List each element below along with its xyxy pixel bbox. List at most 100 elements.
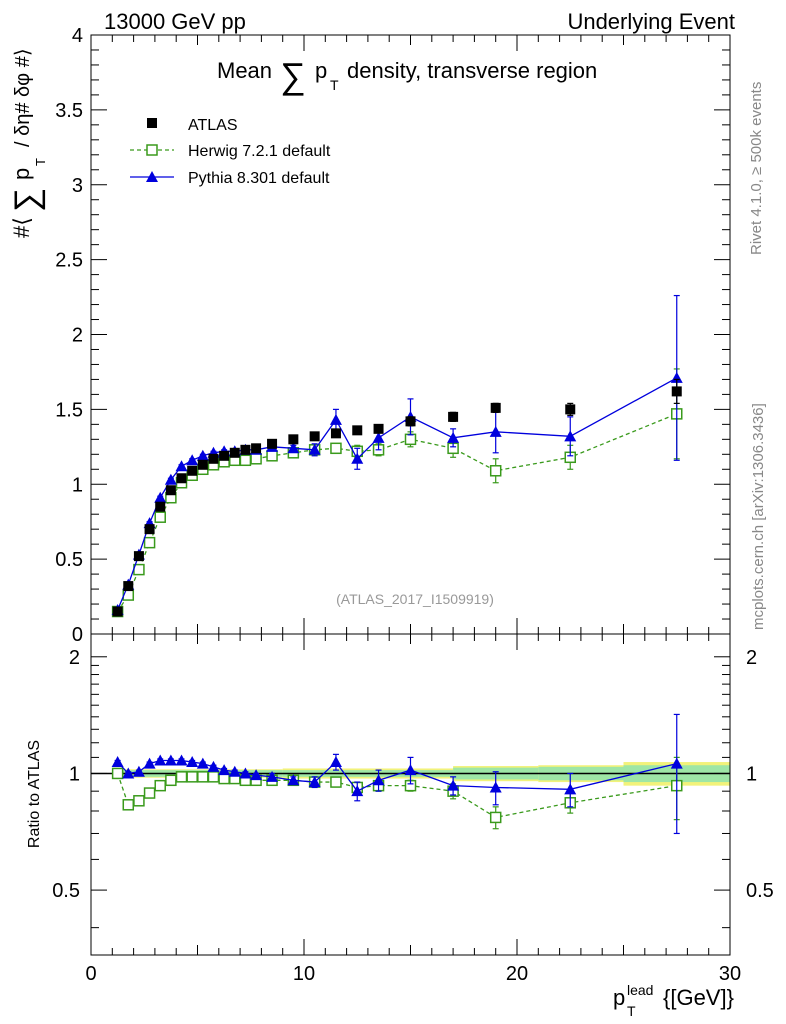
ratio-ylabel: Ratio to ATLAS xyxy=(26,740,43,848)
ratio-herwig-point xyxy=(330,776,342,788)
ratio-herwig-point xyxy=(122,799,135,811)
xlabel-unit: {[GeV]} xyxy=(663,985,734,1010)
ratio-axes: 0.5 0.51 12 20 10 20 30 xyxy=(52,634,774,985)
ratio-herwig-point xyxy=(489,811,502,824)
pythia-point xyxy=(186,454,199,466)
atlas-point xyxy=(671,386,682,397)
ylabel-sub: T xyxy=(33,158,48,166)
ratio-pythia-point xyxy=(287,774,300,786)
header-left: 13000 GeV pp xyxy=(104,9,246,34)
ratio-pythia-point xyxy=(372,774,385,786)
ratio-pythia-point xyxy=(329,756,342,768)
legend-label-herwig: Herwig 7.2.1 default xyxy=(188,143,331,160)
atlas-point xyxy=(352,425,363,436)
ratio-pythia-point xyxy=(308,776,321,788)
pythia-point xyxy=(447,431,460,443)
atlas-point xyxy=(176,473,187,484)
atlas-point xyxy=(251,443,262,454)
atlas-point xyxy=(123,581,134,592)
ratio-pythia-point xyxy=(196,757,209,769)
ratio-herwig-point xyxy=(111,767,124,780)
atlas-point xyxy=(267,438,278,449)
atlas-point xyxy=(309,431,320,442)
pythia-point xyxy=(372,431,385,443)
ratio-pythia-point xyxy=(111,756,124,768)
ratio-pythia-point xyxy=(404,764,417,776)
ratio-xtick-label: 0 xyxy=(85,963,96,985)
pythia-point xyxy=(308,443,321,455)
pythia-point xyxy=(329,413,342,425)
ratio-pythia-point xyxy=(175,754,188,766)
herwig-line xyxy=(117,413,677,612)
main-ytick-label: 1 xyxy=(72,474,83,496)
ratio-pythia-point xyxy=(351,785,364,797)
atlas-point xyxy=(208,453,219,464)
ratio-ytick-label-right: 0.5 xyxy=(746,880,774,902)
xlabel: p T lead {[GeV]} xyxy=(613,982,734,1019)
atlas-point xyxy=(405,416,416,427)
xlabel-sup: lead xyxy=(627,982,653,998)
ratio-pythia-point xyxy=(489,781,502,793)
herwig-point xyxy=(266,450,278,462)
main-ytick-label: 2.5 xyxy=(55,250,83,272)
ratio-ytick-label-left: 1 xyxy=(69,763,80,785)
main-ylabel: #⟨ ∑ p T / δη# δφ #⟩ xyxy=(8,48,48,238)
ratio-herwig-point xyxy=(207,771,220,783)
pythia-point xyxy=(564,430,577,442)
atlas-point xyxy=(565,404,576,415)
pythia-point xyxy=(175,460,188,472)
main-ytick-label: 3.5 xyxy=(55,100,83,122)
ratio-herwig-point xyxy=(133,795,145,807)
herwig-point xyxy=(330,442,342,455)
ratio-pythia-point xyxy=(154,754,167,766)
main-series-atlas xyxy=(112,378,682,617)
xlabel-p: p xyxy=(613,985,625,1010)
pythia-point xyxy=(351,452,364,464)
ratio-ytick-label-right: 1 xyxy=(746,763,757,785)
herwig-point xyxy=(239,454,252,467)
ratio-panel-frame xyxy=(90,633,731,956)
atlas-point xyxy=(155,501,166,512)
ratio-pythia-point xyxy=(143,757,156,769)
ratio-xtick-label: 10 xyxy=(293,963,315,985)
analysis-watermark: (ATLAS_2017_I1509919) xyxy=(336,591,494,607)
title-suffix: density, transverse region xyxy=(347,58,597,83)
ratio-pythia-point xyxy=(207,760,220,772)
ratio-xtick-label: 20 xyxy=(506,963,528,985)
ratio-pythia-point xyxy=(670,757,683,769)
main-panel-frame xyxy=(90,34,731,635)
atlas-point xyxy=(187,465,198,476)
ratio-herwig-point xyxy=(143,787,156,799)
herwig-point xyxy=(154,511,166,523)
ratio-ytick-label-left: 2 xyxy=(69,647,80,669)
atlas-point xyxy=(229,447,240,458)
atlas-point xyxy=(448,411,459,422)
legend-marker-herwig xyxy=(146,144,158,156)
main-ytick-label: 3 xyxy=(72,175,83,197)
pythia-point xyxy=(154,491,167,503)
atlas-point xyxy=(373,423,384,434)
main-ytick-label: 0 xyxy=(72,624,83,646)
rivet-label: Rivet 4.1.0, ≥ 500k events xyxy=(748,82,765,255)
legend-label-atlas: ATLAS xyxy=(188,117,238,134)
ratio-herwig-point xyxy=(165,774,177,787)
pythia-point xyxy=(489,425,502,437)
pythia-point xyxy=(164,473,177,485)
main-title: Mean ∑ p T density, transverse region xyxy=(217,55,597,96)
atlas-point xyxy=(112,606,123,617)
pythia-point xyxy=(670,371,683,383)
main-ytick-label: 1.5 xyxy=(55,399,83,421)
atlas-point xyxy=(219,450,230,461)
atlas-point xyxy=(165,485,176,496)
atlas-point xyxy=(288,434,299,445)
pythia-line xyxy=(117,377,678,611)
ylabel-p: p xyxy=(9,168,34,180)
main-ytick-label: 0.5 xyxy=(55,549,83,571)
ratio-pythia-point xyxy=(164,754,177,766)
ylabel-pre: #⟨ xyxy=(9,217,34,238)
atlas-point xyxy=(133,551,144,562)
ratio-herwig-point xyxy=(175,771,188,783)
herwig-point xyxy=(143,536,156,549)
herwig-point xyxy=(404,433,417,446)
